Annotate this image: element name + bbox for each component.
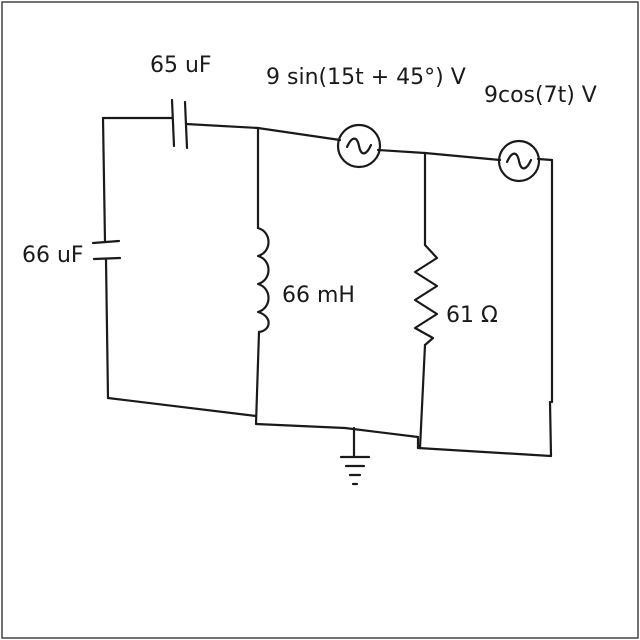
- capacitor-65uf: [170, 98, 189, 150]
- wire-bottom-middle: [254, 422, 420, 439]
- resistor-61ohm: [413, 243, 439, 347]
- wire-left-upper: [101, 116, 107, 244]
- label-capacitor-66uf: 66 uF: [22, 243, 84, 268]
- label-capacitor-65uf: 65 uF: [150, 53, 212, 78]
- wire-top-right: [376, 148, 502, 162]
- capacitor-66uf: [91, 239, 122, 261]
- label-source-2: 9cos(7t) V: [484, 83, 597, 108]
- label-source-1: 9 sin(15t + 45°) V: [266, 65, 466, 90]
- wire-top-end: [536, 157, 554, 162]
- ac-source-1: [336, 123, 382, 169]
- wire-bottom-right: [416, 446, 553, 458]
- wire-bottom-left: [106, 396, 258, 418]
- inductor-66mh: [256, 226, 270, 334]
- wire-resistor-lower: [418, 343, 427, 450]
- wire-top-middle: [184, 122, 342, 142]
- ac-source-2: [497, 139, 541, 183]
- label-inductor-66mh: 66 mH: [282, 283, 355, 308]
- wire-inductor-lower: [254, 330, 261, 426]
- ground-symbol: [339, 426, 371, 486]
- label-resistor-61ohm: 61 Ω: [446, 303, 498, 328]
- wire-right: [548, 158, 554, 458]
- wire-left-lower: [104, 258, 110, 400]
